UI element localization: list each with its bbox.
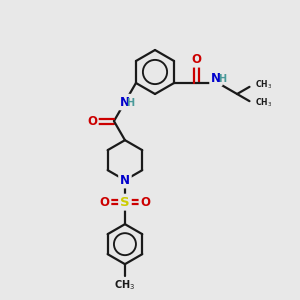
Text: N: N	[120, 96, 130, 109]
Text: N: N	[120, 174, 130, 187]
Text: CH$_3$: CH$_3$	[114, 278, 136, 292]
Text: O: O	[191, 53, 201, 66]
Text: N: N	[211, 71, 221, 85]
Text: H: H	[126, 98, 134, 108]
Text: O: O	[87, 115, 97, 128]
Text: O: O	[140, 196, 150, 209]
Text: S: S	[120, 196, 130, 209]
Text: H: H	[218, 74, 226, 84]
Text: O: O	[100, 196, 110, 209]
Text: CH$_3$: CH$_3$	[256, 79, 273, 91]
Text: CH$_3$: CH$_3$	[256, 97, 273, 110]
